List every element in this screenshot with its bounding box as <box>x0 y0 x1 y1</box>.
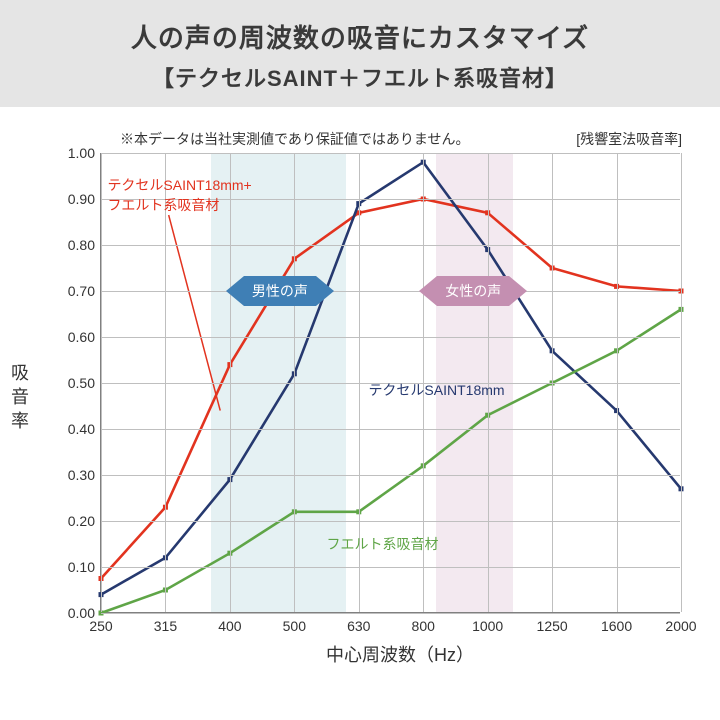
xtick: 1600 <box>601 612 632 634</box>
xtick: 250 <box>89 612 112 634</box>
series-saint18 <box>101 162 681 594</box>
page-subtitle: 【テクセルSAINT＋フエルト系吸音材】 <box>10 61 710 93</box>
ytick: 0.30 <box>68 467 101 483</box>
annotation-saint18: テクセルSAINT18mm <box>368 380 504 400</box>
ytick: 0.10 <box>68 559 101 575</box>
ytick: 0.40 <box>68 421 101 437</box>
ytick: 0.50 <box>68 375 101 391</box>
xtick: 800 <box>412 612 435 634</box>
gridline-h <box>101 291 680 292</box>
gridline-h <box>101 475 680 476</box>
header: 人の声の周波数の吸音にカスタマイズ 【テクセルSAINT＋フエルト系吸音材】 <box>0 0 720 107</box>
annotation-felt: フエルト系吸音材 <box>327 534 439 554</box>
arrow-label: 男性の声 <box>244 276 316 306</box>
xtick: 400 <box>218 612 241 634</box>
gridline-h <box>101 613 680 614</box>
gridline-v <box>294 153 295 612</box>
xtick: 1250 <box>537 612 568 634</box>
gridline-h <box>101 521 680 522</box>
ytick: 0.60 <box>68 329 101 345</box>
arrow-female-voice: 女性の声 <box>419 276 527 306</box>
ytick: 0.70 <box>68 283 101 299</box>
xtick: 1000 <box>472 612 503 634</box>
ytick: 0.90 <box>68 191 101 207</box>
gridline-v <box>230 153 231 612</box>
xtick: 500 <box>283 612 306 634</box>
plot-area: 0.000.100.200.300.400.500.600.700.800.90… <box>100 153 680 613</box>
xtick: 630 <box>347 612 370 634</box>
xtick: 315 <box>154 612 177 634</box>
gridline-h <box>101 245 680 246</box>
gridline-v <box>552 153 553 612</box>
note-row: ※本データは当社実測値であり保証値ではありません。 [残響室法吸音率] <box>0 107 720 153</box>
ytick: 0.20 <box>68 513 101 529</box>
xtick: 2000 <box>665 612 696 634</box>
y-axis-label: 吸音率 <box>6 363 32 435</box>
page-title: 人の声の周波数の吸音にカスタマイズ <box>10 18 710 55</box>
footnote: ※本データは当社実測値であり保証値ではありません。 <box>120 129 469 149</box>
ytick: 0.80 <box>68 237 101 253</box>
right-note: [残響室法吸音率] <box>576 129 682 149</box>
gridline-v <box>101 153 102 612</box>
gridline-h <box>101 153 680 154</box>
gridline-v <box>165 153 166 612</box>
gridline-h <box>101 337 680 338</box>
gridline-h <box>101 567 680 568</box>
gridline-v <box>617 153 618 612</box>
arrow-label: 女性の声 <box>437 276 509 306</box>
gridline-h <box>101 429 680 430</box>
gridline-v <box>681 153 682 612</box>
ytick: 1.00 <box>68 145 101 161</box>
x-axis-label: 中心周波数（Hz） <box>100 641 700 667</box>
chart: 吸音率 0.000.100.200.300.400.500.600.700.80… <box>0 153 720 667</box>
annotation-combined: テクセルSAINT18mm+フエルト系吸音材 <box>107 175 251 215</box>
arrow-male-voice: 男性の声 <box>226 276 334 306</box>
